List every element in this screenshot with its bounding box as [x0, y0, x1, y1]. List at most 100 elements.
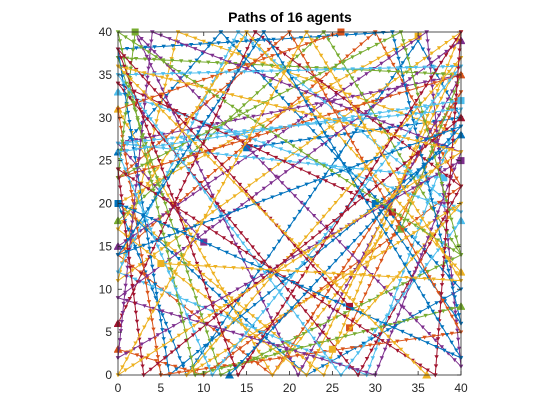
path-marker [317, 240, 322, 244]
path-marker [365, 198, 370, 203]
path-marker [226, 226, 231, 231]
path-marker [289, 238, 294, 243]
path-marker [444, 333, 450, 337]
path-marker [124, 47, 130, 51]
path-marker [429, 198, 435, 203]
path-marker [207, 243, 213, 248]
x-tick-label: 15 [240, 381, 254, 395]
path-marker [311, 105, 317, 110]
path-marker [154, 291, 159, 296]
path-marker [296, 105, 301, 110]
path-marker [197, 71, 202, 75]
path-marker [167, 37, 172, 41]
path-marker [420, 228, 426, 233]
path-marker [139, 37, 144, 41]
path-marker [167, 372, 173, 376]
path-marker [254, 178, 259, 183]
path-marker [265, 131, 270, 136]
path-marker [413, 112, 419, 116]
path-marker [307, 137, 312, 142]
path-marker [454, 319, 459, 324]
path-marker [136, 235, 141, 240]
path-marker [161, 343, 166, 348]
path-marker [172, 201, 178, 206]
path-marker [244, 250, 249, 255]
path-marker [358, 129, 363, 133]
path-marker [332, 316, 337, 321]
path-marker [278, 126, 283, 130]
path-marker [351, 298, 357, 302]
path-marker [314, 77, 319, 82]
path-marker [371, 275, 376, 280]
path-marker [218, 46, 224, 50]
path-marker [279, 181, 285, 185]
path-marker [415, 39, 421, 43]
path-marker [227, 211, 232, 216]
path-marker [395, 299, 401, 304]
path-marker [433, 201, 438, 206]
path-marker [248, 144, 254, 148]
path-marker [278, 192, 284, 197]
path-marker [421, 294, 426, 298]
path-marker [289, 139, 294, 144]
path-marker [354, 128, 359, 132]
path-marker [159, 253, 164, 258]
path-marker [174, 228, 179, 233]
path-marker [215, 284, 220, 289]
path-marker [379, 162, 385, 167]
path-marker [217, 332, 222, 337]
path-marker [190, 121, 195, 126]
path-marker [434, 229, 439, 234]
path-marker [425, 39, 430, 44]
path-marker [169, 267, 174, 272]
path-marker [234, 150, 239, 155]
path-marker [445, 306, 450, 311]
plot-area [114, 28, 465, 379]
path-marker [456, 66, 461, 71]
path-marker [192, 330, 197, 335]
path-marker [375, 239, 380, 244]
path-marker [194, 261, 200, 266]
path-marker [210, 304, 215, 309]
path-marker [261, 85, 267, 89]
path-marker [318, 85, 324, 90]
path-marker [244, 67, 249, 71]
path-marker [119, 56, 124, 60]
path-marker [237, 250, 243, 255]
path-marker [437, 156, 442, 161]
path-marker [361, 235, 367, 240]
path-marker [242, 326, 248, 331]
path-marker [234, 40, 240, 44]
path-marker [282, 52, 287, 57]
path-marker [238, 346, 243, 351]
path-marker [122, 71, 127, 75]
path-marker [215, 202, 220, 207]
path-marker [407, 127, 413, 132]
path-marker [269, 63, 274, 68]
path-marker [273, 174, 278, 179]
path-marker [225, 174, 230, 178]
path-marker [286, 62, 292, 67]
path-marker [305, 104, 310, 108]
path-marker [123, 305, 128, 310]
path-marker [366, 36, 371, 41]
path-marker [449, 64, 455, 69]
path-marker [389, 137, 394, 141]
path-marker [390, 198, 395, 203]
path-marker [178, 188, 183, 193]
path-marker [140, 189, 145, 194]
path-marker [415, 222, 421, 227]
path-marker [267, 268, 273, 272]
path-marker [145, 290, 150, 295]
path-marker [262, 38, 267, 43]
path-marker [451, 206, 456, 211]
path-marker [390, 34, 396, 39]
path-marker [441, 131, 447, 135]
path-marker [126, 85, 131, 89]
path-marker [327, 304, 332, 309]
path-marker [163, 362, 168, 366]
path-marker [285, 297, 290, 301]
path-marker [226, 347, 231, 352]
path-marker [329, 284, 334, 289]
path-marker [419, 226, 424, 231]
